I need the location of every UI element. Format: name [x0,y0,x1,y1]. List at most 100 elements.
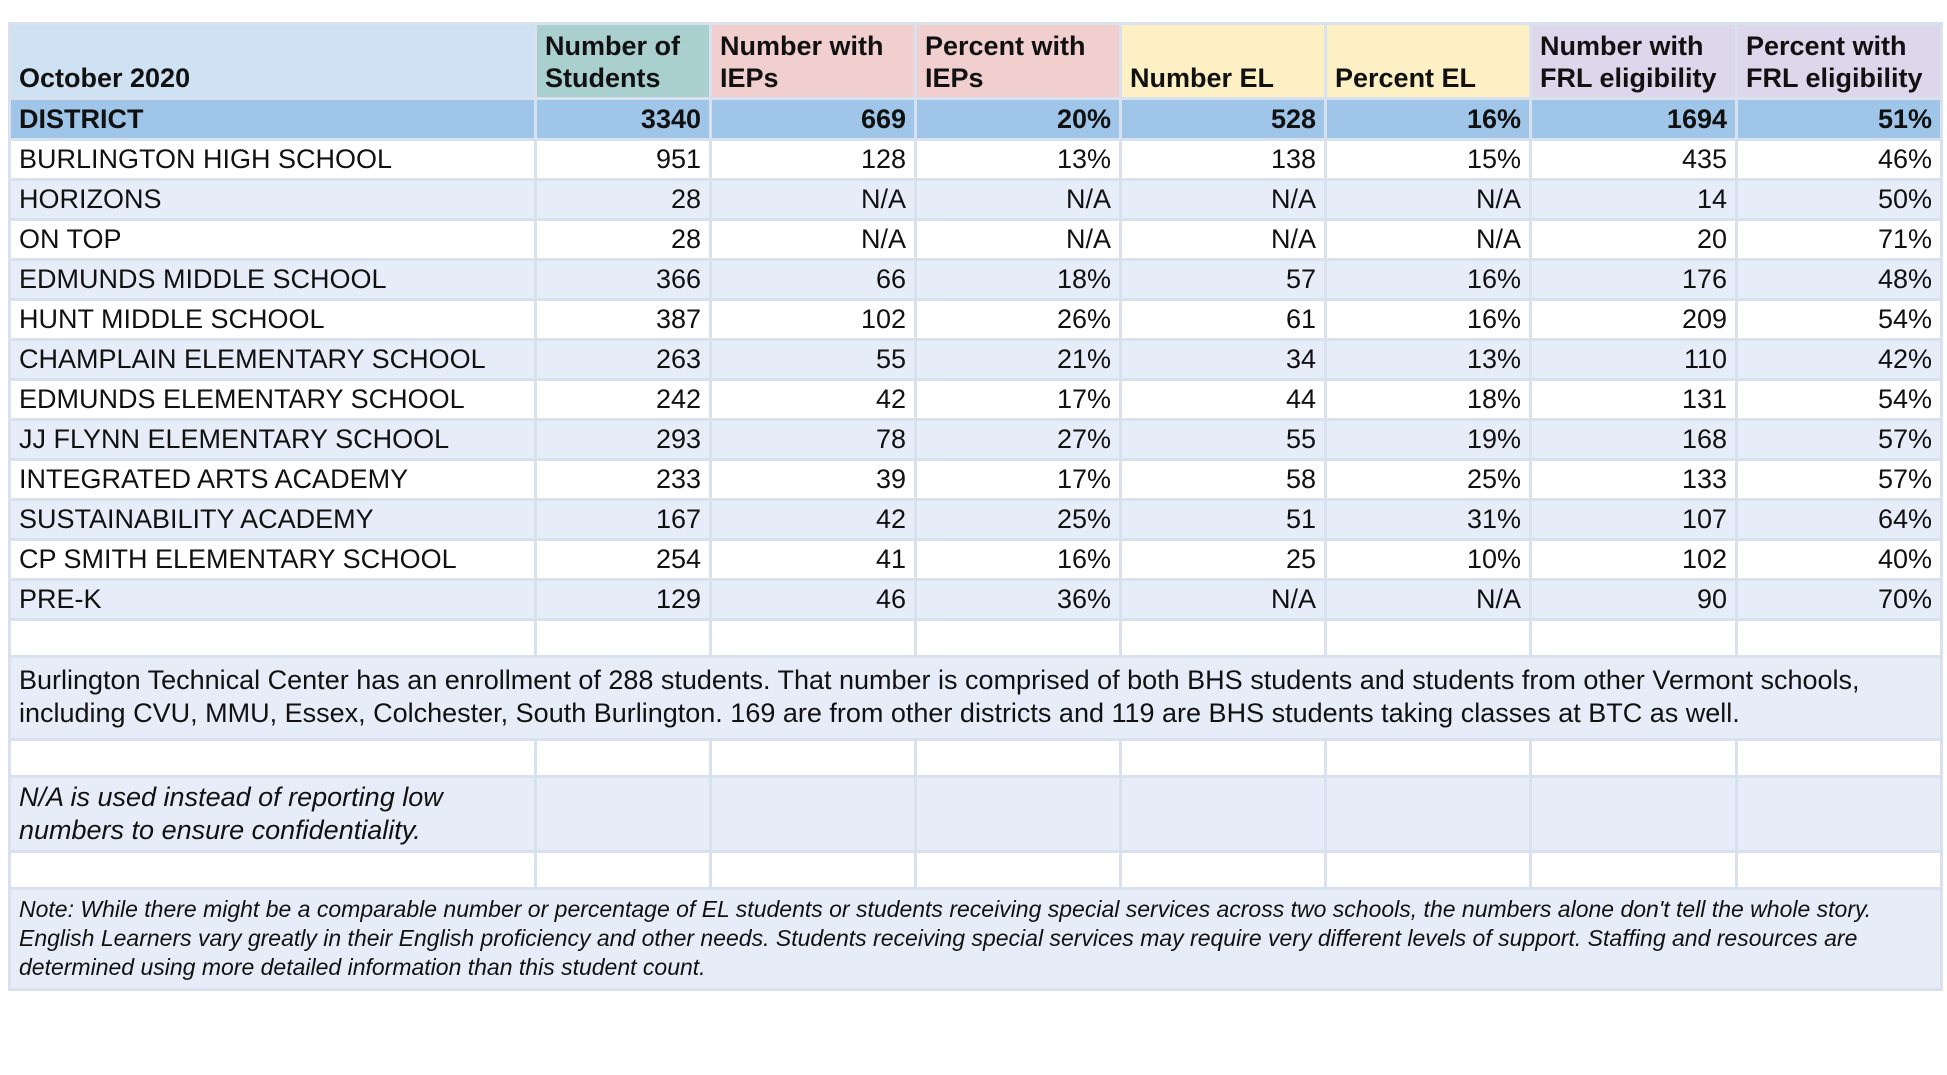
spacer-cell [914,738,1122,778]
cell-pct-iep: 27% [914,418,1122,461]
cell-num-frl: 102 [1529,538,1738,581]
cell-num-el: 51 [1119,498,1327,541]
cell-num-el: 34 [1119,338,1327,381]
spacer-cell [534,618,712,658]
empty-cell [1529,775,1738,853]
cell-num-iep: 46 [709,578,917,621]
na-note-row: N/A is used instead of reporting low num… [8,775,1943,853]
cell-pct-iep: 16% [914,538,1122,581]
cell-pct-iep: 17% [914,458,1122,501]
cell-students: 28 [534,218,712,261]
district-pct-iep: 20% [914,97,1122,141]
cell-num-el: 58 [1119,458,1327,501]
cell-pct-iep: 13% [914,138,1122,181]
school-row: HORIZONS 28 N/A N/A N/A N/A 14 50% [8,178,1943,221]
empty-cell [534,775,712,853]
cell-pct-el: 10% [1324,538,1532,581]
cell-num-iep: 128 [709,138,917,181]
spacer-cell [1735,618,1943,658]
cell-pct-el: N/A [1324,178,1532,221]
spacer-row [8,738,1943,778]
spacer-cell [709,850,917,890]
empty-cell [1119,775,1327,853]
cell-school-name: INTEGRATED ARTS ACADEMY [8,458,537,501]
header-number-of-students: Number of Students [534,22,712,100]
cell-pct-frl: 46% [1735,138,1943,181]
cell-school-name: SUSTAINABILITY ACADEMY [8,498,537,541]
cell-num-iep: 42 [709,378,917,421]
cell-pct-frl: 64% [1735,498,1943,541]
header-percent-with-ieps: Percent with IEPs [914,22,1122,100]
cell-num-el: 55 [1119,418,1327,461]
cell-num-frl: 20 [1529,218,1738,261]
cell-num-iep: 55 [709,338,917,381]
cell-num-frl: 90 [1529,578,1738,621]
school-row: CP SMITH ELEMENTARY SCHOOL 254 41 16% 25 10% 1… [8,538,1943,581]
cell-school-name: CHAMPLAIN ELEMENTARY SCHOOL [8,338,537,381]
cell-num-frl: 435 [1529,138,1738,181]
district-label: DISTRICT [8,97,537,141]
district-num-frl: 1694 [1529,97,1738,141]
district-num-el: 528 [1119,97,1327,141]
cell-num-el: 44 [1119,378,1327,421]
district-total-row: DISTRICT 3340 669 20% 528 16% 1694 51% [8,97,1943,141]
cell-pct-el: N/A [1324,578,1532,621]
cell-students: 366 [534,258,712,301]
district-pct-frl: 51% [1735,97,1943,141]
cell-num-frl: 107 [1529,498,1738,541]
school-row: INTEGRATED ARTS ACADEMY 233 39 17% 58 25% 133 5… [8,458,1943,501]
cell-school-name: BURLINGTON HIGH SCHOOL [8,138,537,181]
cell-num-el: N/A [1119,178,1327,221]
cell-pct-iep: 36% [914,578,1122,621]
cell-school-name: ON TOP [8,218,537,261]
spacer-cell [1529,850,1738,890]
cell-students: 28 [534,178,712,221]
cell-pct-frl: 54% [1735,378,1943,421]
cell-num-frl: 110 [1529,338,1738,381]
header-percent-el: Percent EL [1324,22,1532,100]
spacer-cell [8,618,537,658]
spacer-cell [709,618,917,658]
cell-pct-el: 16% [1324,298,1532,341]
cell-num-el: 61 [1119,298,1327,341]
cell-pct-frl: 70% [1735,578,1943,621]
spacer-row [8,850,1943,890]
cell-school-name: JJ FLYNN ELEMENTARY SCHOOL [8,418,537,461]
cell-num-el: 138 [1119,138,1327,181]
school-row: BURLINGTON HIGH SCHOOL 951 128 13% 138 15% 435… [8,138,1943,181]
school-row: EDMUNDS MIDDLE SCHOOL 366 66 18% 57 16% 176 48% [8,258,1943,301]
cell-students: 254 [534,538,712,581]
spacer-cell [914,618,1122,658]
spacer-cell [1119,738,1327,778]
btc-enrollment-note: Burlington Technical Center has an enrol… [8,655,1943,741]
header-period: October 2020 [8,22,537,100]
cell-num-iep: 78 [709,418,917,461]
cell-school-name: EDMUNDS MIDDLE SCHOOL [8,258,537,301]
spacer-cell [1735,738,1943,778]
spacer-cell [1529,738,1738,778]
empty-cell [914,775,1122,853]
cell-students: 167 [534,498,712,541]
cell-school-name: HUNT MIDDLE SCHOOL [8,298,537,341]
cell-pct-el: 16% [1324,258,1532,301]
spacer-row [8,618,1943,658]
cell-pct-iep: N/A [914,218,1122,261]
cell-pct-frl: 54% [1735,298,1943,341]
cell-num-el: 57 [1119,258,1327,301]
enrollment-table: October 2020 Number of Students Number w… [8,22,1943,991]
cell-pct-frl: 48% [1735,258,1943,301]
empty-cell [1735,775,1943,853]
cell-students: 387 [534,298,712,341]
cell-pct-el: N/A [1324,218,1532,261]
header-percent-frl: Percent with FRL eligibility [1735,22,1943,100]
cell-num-frl: 209 [1529,298,1738,341]
header-number-frl: Number with FRL eligibility [1529,22,1738,100]
cell-pct-el: 18% [1324,378,1532,421]
footnote-row: Note: While there might be a comparable … [8,887,1943,991]
cell-pct-frl: 57% [1735,458,1943,501]
school-row: EDMUNDS ELEMENTARY SCHOOL 242 42 17% 44 18% 13… [8,378,1943,421]
school-row: PRE-K 129 46 36% N/A N/A 90 70% [8,578,1943,621]
spacer-cell [1529,618,1738,658]
district-num-iep: 669 [709,97,917,141]
cell-pct-frl: 50% [1735,178,1943,221]
